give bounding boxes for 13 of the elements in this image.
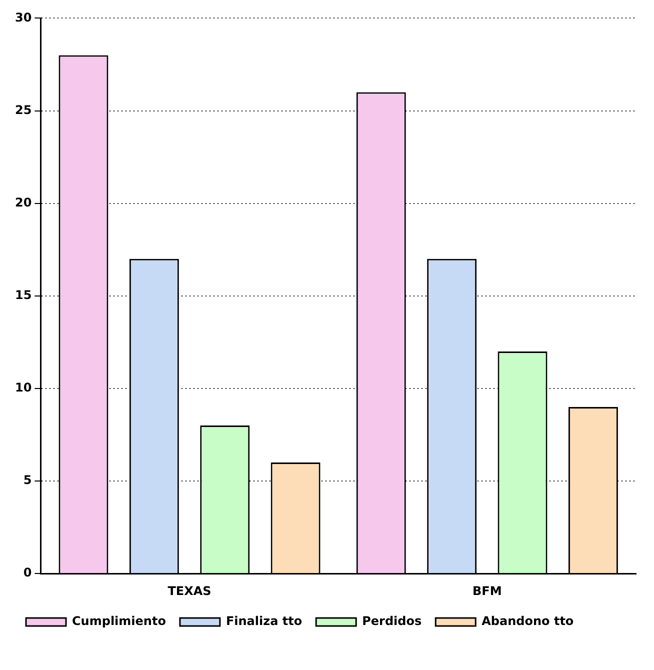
legend-label: Perdidos — [362, 614, 422, 628]
y-tick-label: 5 — [23, 473, 32, 488]
y-tick-label: 25 — [14, 102, 32, 117]
y-tick-label: 30 — [14, 10, 32, 24]
legend-label: Finaliza tto — [226, 614, 302, 628]
legend-label: Abandono tto — [482, 614, 574, 628]
x-tick-label: TEXAS — [168, 584, 212, 598]
y-tick-label: 10 — [14, 380, 32, 395]
y-tick-label: 0 — [23, 566, 32, 580]
legend-label: Cumplimiento — [72, 614, 166, 628]
y-tick-label: 15 — [14, 288, 32, 302]
x-tick-label: BFM — [472, 584, 502, 598]
y-tick-label: 20 — [14, 195, 32, 210]
